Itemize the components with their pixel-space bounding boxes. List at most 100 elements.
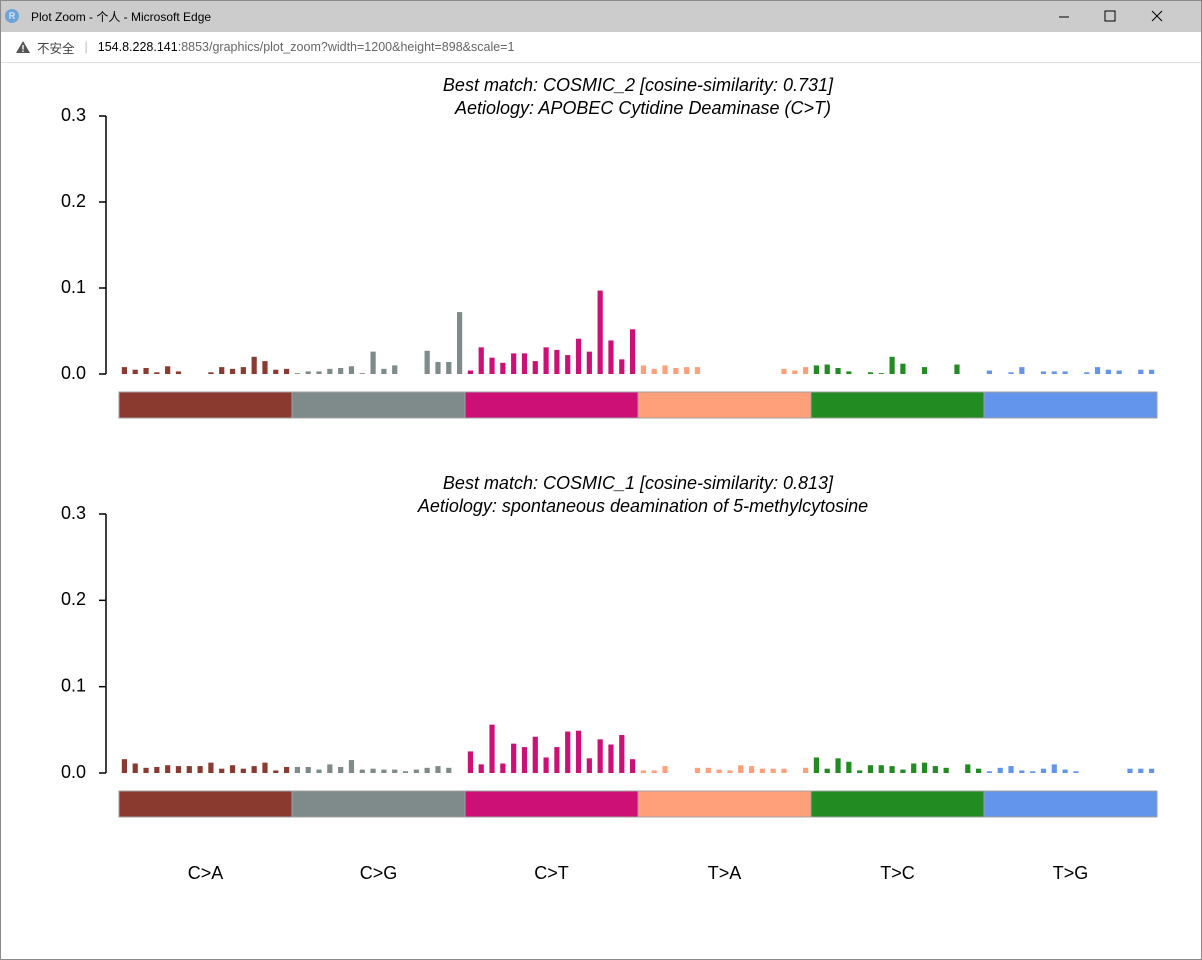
bar — [338, 367, 344, 374]
group-strip — [291, 391, 466, 419]
bar — [846, 761, 852, 773]
bar — [619, 735, 625, 773]
bar — [424, 350, 430, 374]
bar — [1084, 372, 1090, 374]
bar — [348, 366, 355, 374]
bar — [662, 766, 668, 773]
app-icon: R — [5, 9, 19, 23]
security-label: 不安全 — [37, 41, 75, 56]
bar — [1040, 371, 1047, 374]
bar — [446, 361, 452, 374]
bar — [1105, 369, 1111, 374]
window-title: Plot Zoom - 个人 - Microsoft Edge — [31, 10, 212, 24]
bar — [846, 371, 852, 374]
y-tick-label: 0.2 — [61, 589, 86, 609]
bar — [511, 743, 517, 773]
bar — [565, 731, 571, 773]
bar — [640, 365, 647, 374]
title-bar: R Plot Zoom - 个人 - Microsoft Edge — [1, 1, 1201, 32]
bar — [543, 347, 549, 374]
bar — [1062, 769, 1068, 773]
bar — [521, 747, 528, 773]
bar — [219, 768, 225, 773]
bar — [489, 724, 495, 773]
bar — [629, 329, 636, 374]
bar — [208, 372, 214, 374]
bar — [316, 769, 322, 773]
bar — [262, 762, 268, 773]
bar — [824, 364, 830, 374]
bar — [478, 347, 484, 374]
bar — [175, 766, 182, 773]
bar — [240, 768, 246, 773]
bar — [1138, 768, 1144, 773]
group-strip — [983, 391, 1158, 419]
bar — [716, 769, 722, 773]
bar — [500, 362, 506, 374]
chart-title: Best match: COSMIC_1 [cosine-similarity:… — [443, 473, 834, 493]
bar — [943, 767, 949, 773]
bar — [824, 768, 830, 773]
separator: | — [84, 40, 88, 54]
bar — [705, 767, 711, 773]
bar — [305, 766, 311, 773]
bar — [554, 747, 560, 773]
bar — [273, 770, 279, 773]
y-tick-label: 0.0 — [61, 363, 86, 383]
bar — [586, 758, 592, 773]
bar — [889, 356, 895, 374]
y-tick-label: 0.1 — [61, 675, 86, 695]
bar — [597, 739, 603, 773]
bar — [640, 770, 647, 773]
bar — [478, 764, 484, 773]
bar — [143, 367, 149, 374]
bar — [132, 763, 138, 773]
bar — [1019, 367, 1025, 374]
bar — [889, 766, 895, 773]
bar — [1030, 771, 1036, 773]
group-strip — [118, 790, 293, 818]
bar — [165, 765, 171, 773]
url-path: :8853/graphics/plot_zoom?width=1200&heig… — [177, 40, 515, 54]
bar — [619, 359, 625, 374]
bar — [748, 766, 755, 773]
group-label: C>T — [534, 863, 569, 883]
bar — [867, 765, 874, 773]
bar — [565, 355, 571, 374]
bar — [175, 371, 182, 374]
chart-subtitle: Aetiology: APOBEC Cytidine Deaminase (C>… — [454, 98, 831, 118]
bar — [370, 351, 376, 374]
address-bar[interactable]: 不安全 | 154.8.228.141:8853/graphics/plot_z… — [1, 32, 1201, 63]
bar — [348, 760, 355, 773]
bar — [500, 763, 506, 773]
bar — [911, 763, 917, 773]
bar — [835, 758, 841, 773]
bar — [219, 367, 225, 374]
bar — [813, 757, 820, 773]
bar — [327, 368, 333, 374]
bar — [1019, 770, 1025, 773]
bar — [262, 361, 268, 374]
bar — [738, 765, 744, 773]
bar — [251, 356, 257, 374]
bar — [359, 373, 365, 374]
y-tick-label: 0.2 — [61, 191, 86, 211]
bar — [554, 349, 560, 374]
bar — [575, 338, 582, 374]
bar — [986, 771, 993, 773]
bar — [727, 770, 733, 773]
bar — [359, 769, 365, 773]
group-label: T>C — [880, 863, 915, 883]
bar — [965, 764, 971, 773]
group-strip — [118, 391, 293, 419]
window-controls[interactable] — [1041, 1, 1201, 32]
group-strip — [291, 790, 466, 818]
group-strip — [637, 391, 812, 419]
bar — [381, 368, 387, 374]
group-strip — [983, 790, 1158, 818]
bar — [424, 767, 430, 773]
bar — [694, 367, 701, 374]
bar — [543, 757, 549, 773]
bar — [1008, 766, 1014, 773]
group-label: T>A — [708, 863, 742, 883]
